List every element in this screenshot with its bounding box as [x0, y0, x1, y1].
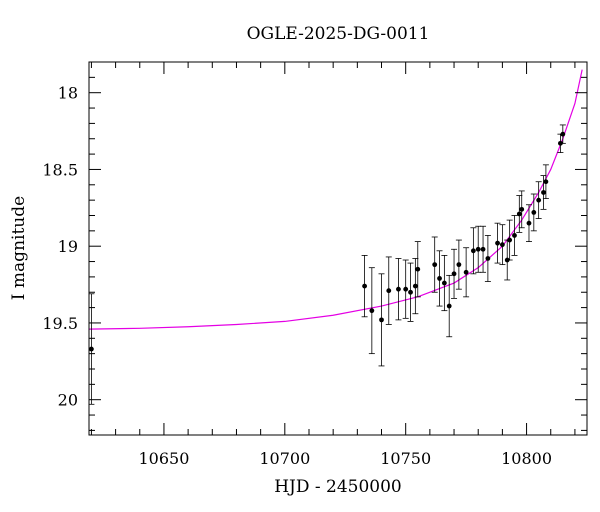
- data-point: [395, 258, 402, 321]
- point-marker: [403, 286, 409, 292]
- point-marker: [396, 286, 401, 292]
- data-point: [484, 235, 491, 282]
- data-point: [407, 262, 414, 322]
- data-point: [516, 195, 523, 233]
- point-marker: [543, 179, 549, 185]
- point-marker: [456, 262, 462, 268]
- x-tick-label: 10650: [138, 449, 189, 468]
- data-point: [455, 239, 462, 290]
- data-point: [431, 236, 438, 293]
- data-point: [378, 273, 385, 367]
- point-marker: [507, 237, 513, 243]
- data-point: [470, 227, 477, 275]
- point-marker: [526, 220, 532, 226]
- data-point: [436, 250, 443, 307]
- data-point: [361, 255, 368, 318]
- y-tick-label: 19.5: [42, 314, 78, 333]
- point-marker: [379, 317, 384, 323]
- data-point: [463, 247, 470, 298]
- point-marker: [560, 131, 566, 137]
- data-point: [499, 224, 506, 266]
- data-point: [412, 258, 419, 315]
- point-marker: [415, 266, 421, 272]
- data-points-layer: [89, 124, 566, 405]
- x-axis-label: HJD - 2450000: [274, 477, 402, 497]
- point-marker: [475, 246, 481, 252]
- point-marker: [463, 269, 469, 275]
- point-marker: [408, 289, 413, 295]
- point-marker: [446, 303, 452, 309]
- tick-labels: 10650 10700 10750 10800 18 18.5 19 19.5 20: [42, 84, 552, 468]
- data-point: [368, 267, 375, 355]
- y-tick-label: 18.5: [42, 160, 78, 179]
- data-point: [559, 124, 566, 144]
- point-marker: [516, 211, 522, 217]
- data-point: [506, 219, 513, 261]
- data-point: [511, 215, 518, 256]
- x-tick-label: 10700: [259, 449, 310, 468]
- point-marker: [495, 240, 500, 246]
- data-point: [414, 241, 421, 298]
- data-point: [480, 225, 487, 273]
- data-point: [525, 204, 532, 242]
- point-marker: [412, 283, 418, 289]
- x-tick-label: 10800: [501, 449, 552, 468]
- point-marker: [362, 283, 367, 289]
- point-marker: [541, 190, 546, 195]
- point-marker: [536, 197, 542, 203]
- data-point: [535, 181, 542, 219]
- point-marker: [470, 248, 476, 254]
- point-marker: [531, 210, 537, 215]
- data-point: [446, 274, 453, 338]
- point-marker: [485, 256, 491, 261]
- y-tick-label: 18: [58, 84, 78, 103]
- y-tick-label: 19: [58, 237, 78, 256]
- point-marker: [499, 242, 505, 248]
- axis-ticks: [89, 61, 587, 435]
- point-marker: [441, 280, 447, 286]
- point-marker: [480, 246, 486, 252]
- data-point: [385, 256, 392, 325]
- point-marker: [519, 206, 525, 212]
- point-marker: [437, 276, 442, 281]
- data-point: [402, 259, 409, 319]
- data-point: [530, 193, 537, 232]
- plot-frame: [88, 61, 588, 436]
- point-marker: [386, 288, 392, 294]
- point-marker: [432, 262, 438, 268]
- data-point: [518, 190, 525, 229]
- data-point: [542, 164, 549, 200]
- data-point: [494, 222, 501, 264]
- model-curve-layer: [89, 69, 583, 330]
- data-point: [451, 248, 458, 299]
- point-marker: [89, 346, 94, 352]
- point-marker: [512, 233, 517, 238]
- point-marker: [369, 308, 375, 314]
- chart-title: OGLE-2025-DG-0011: [247, 24, 430, 44]
- model-curve: [89, 69, 583, 330]
- data-point: [441, 255, 448, 312]
- y-axis-label: I magnitude: [9, 196, 29, 300]
- x-tick-label: 10750: [380, 449, 431, 468]
- data-point: [540, 175, 547, 210]
- y-tick-label: 20: [58, 391, 78, 410]
- point-marker: [451, 271, 457, 277]
